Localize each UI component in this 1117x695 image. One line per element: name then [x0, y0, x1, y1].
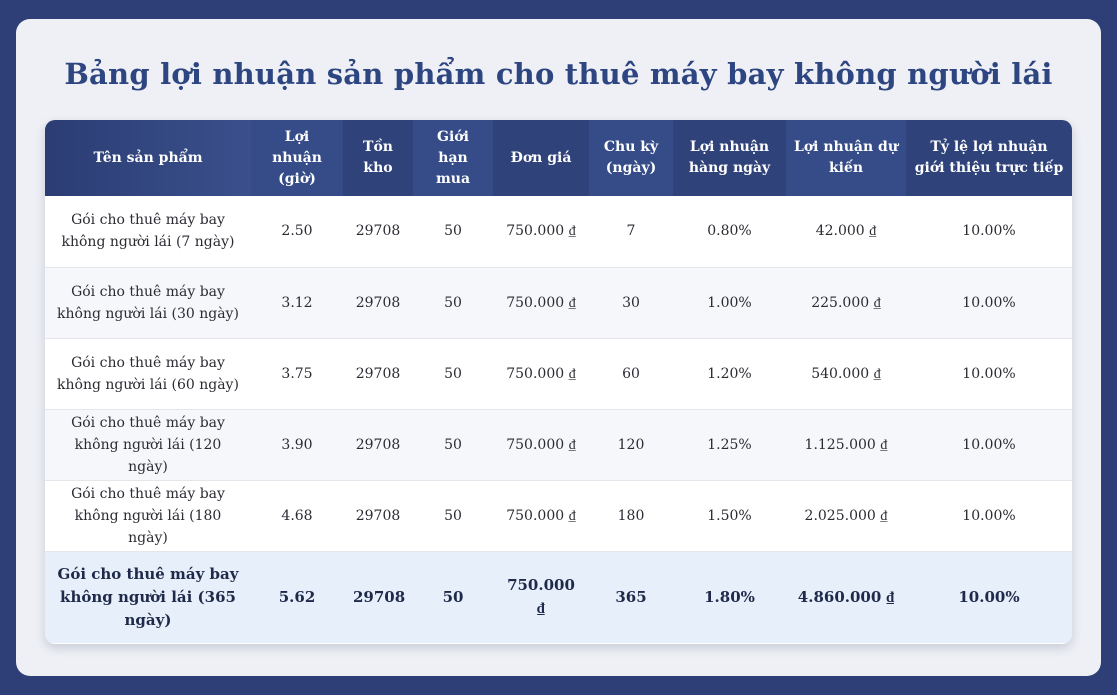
cell-stock: 29708	[355, 223, 401, 240]
cell-expected-profit: 540.000 ₫	[811, 365, 881, 382]
cell-stock: 29708	[355, 436, 401, 453]
table-body: Gói cho thuê máy bay không người lái (7 …	[45, 196, 1072, 643]
table-row: Gói cho thuê máy bay không người lái (18…	[45, 480, 1072, 551]
cell-purchase-limit: 50	[442, 587, 464, 606]
cell-unit-price: 750.000 ₫	[506, 223, 576, 240]
header-referral-rate: Tỷ lệ lợi nhuận giới thiệu trực tiếp	[906, 120, 1072, 196]
cell-daily-profit: 1.50%	[707, 507, 752, 524]
header-stock: Tồn kho	[343, 120, 413, 196]
cell-cycle-days: 120	[617, 436, 645, 453]
cell-cycle-days: 180	[617, 507, 645, 524]
cell-expected-profit: 2.025.000 ₫	[804, 507, 888, 524]
cell-unit-price: 750.000 ₫	[506, 365, 576, 382]
cell-daily-profit: 1.25%	[707, 436, 752, 453]
cell-daily-profit: 1.20%	[707, 365, 752, 382]
cell-referral-rate: 10.00%	[962, 507, 1016, 524]
cell-stock: 29708	[355, 507, 401, 524]
cell-product-name: Gói cho thuê máy bay không người lái (7 …	[61, 212, 235, 251]
cell-product-name: Gói cho thuê máy bay không người lái (18…	[71, 485, 225, 546]
cell-unit-price: 750.000 ₫	[506, 436, 576, 453]
cell-product-name: Gói cho thuê máy bay không người lái (60…	[57, 354, 239, 393]
cell-expected-profit: 42.000 ₫	[815, 223, 877, 240]
cell-cycle-days: 30	[622, 294, 640, 311]
cell-profit-hour: 4.68	[281, 507, 313, 524]
cell-expected-profit: 1.125.000 ₫	[804, 436, 888, 453]
profit-table-container: Tên sản phẩm Lợi nhuận (giờ) Tồn kho Giớ…	[45, 120, 1072, 644]
cell-profit-hour: 2.50	[281, 223, 313, 240]
cell-referral-rate: 10.00%	[962, 223, 1016, 240]
cell-profit-hour: 3.90	[281, 436, 313, 453]
table-row: Gói cho thuê máy bay không người lái (12…	[45, 409, 1072, 480]
cell-profit-hour: 3.75	[281, 365, 313, 382]
page-title: Bảng lợi nhuận sản phẩm cho thuê máy bay…	[64, 57, 1053, 91]
header-expected-profit: Lợi nhuận dự kiến	[786, 120, 906, 196]
cell-daily-profit: 0.80%	[707, 223, 752, 240]
cell-unit-price: 750.000 ₫	[506, 294, 576, 311]
header-profit-hour: Lợi nhuận (giờ)	[251, 120, 343, 196]
cell-purchase-limit: 50	[444, 507, 462, 524]
table-row-highlighted: Gói cho thuê máy bay không người lái (36…	[45, 551, 1072, 643]
cell-purchase-limit: 50	[444, 294, 462, 311]
cell-profit-hour: 3.12	[281, 294, 313, 311]
cell-product-name: Gói cho thuê máy bay không người lái (12…	[71, 414, 225, 475]
cell-cycle-days: 60	[622, 365, 640, 382]
table-header: Tên sản phẩm Lợi nhuận (giờ) Tồn kho Giớ…	[45, 120, 1072, 196]
table-row: Gói cho thuê máy bay không người lái (7 …	[45, 196, 1072, 267]
header-unit-price: Đơn giá	[493, 120, 589, 196]
table-row: Gói cho thuê máy bay không người lái (60…	[45, 338, 1072, 409]
cell-stock: 29708	[353, 587, 406, 606]
cell-purchase-limit: 50	[444, 436, 462, 453]
cell-referral-rate: 10.00%	[962, 294, 1016, 311]
cell-product-name: Gói cho thuê máy bay không người lái (36…	[57, 564, 239, 629]
header-cycle-days: Chu kỳ (ngày)	[589, 120, 673, 196]
cell-cycle-days: 365	[615, 587, 647, 606]
cell-stock: 29708	[355, 294, 401, 311]
cell-purchase-limit: 50	[444, 365, 462, 382]
profit-table: Tên sản phẩm Lợi nhuận (giờ) Tồn kho Giớ…	[45, 120, 1072, 643]
cell-expected-profit: 4.860.000 ₫	[797, 587, 895, 606]
content-card: Bảng lợi nhuận sản phẩm cho thuê máy bay…	[16, 19, 1101, 676]
cell-expected-profit: 225.000 ₫	[811, 294, 881, 311]
header-purchase-limit: Giới hạn mua	[413, 120, 493, 196]
cell-stock: 29708	[355, 365, 401, 382]
cell-daily-profit: 1.80%	[704, 587, 755, 606]
cell-unit-price: 750.000 ₫	[506, 507, 576, 524]
header-row: Tên sản phẩm Lợi nhuận (giờ) Tồn kho Giớ…	[45, 120, 1072, 196]
cell-profit-hour: 5.62	[278, 587, 316, 606]
header-product-name: Tên sản phẩm	[45, 120, 251, 196]
cell-referral-rate: 10.00%	[958, 587, 1020, 606]
table-row: Gói cho thuê máy bay không người lái (30…	[45, 267, 1072, 338]
cell-referral-rate: 10.00%	[962, 365, 1016, 382]
cell-cycle-days: 7	[626, 223, 636, 240]
cell-unit-price: 750.000 ₫	[507, 576, 575, 618]
cell-purchase-limit: 50	[444, 223, 462, 240]
header-daily-profit: Lợi nhuận hàng ngày	[673, 120, 786, 196]
cell-product-name: Gói cho thuê máy bay không người lái (30…	[57, 283, 239, 322]
cell-daily-profit: 1.00%	[707, 294, 752, 311]
cell-referral-rate: 10.00%	[962, 436, 1016, 453]
